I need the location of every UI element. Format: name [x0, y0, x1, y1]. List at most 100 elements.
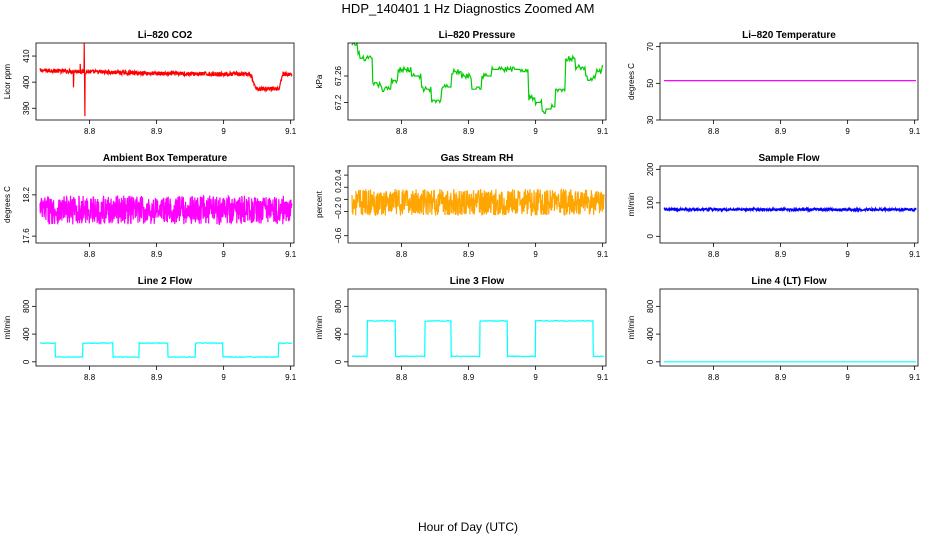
plot-frame — [35, 42, 295, 121]
y-tick-label: 400 — [334, 327, 343, 341]
data-series-line — [40, 341, 293, 359]
y-tick-label: 0 — [22, 359, 31, 364]
x-tick-label: 9 — [533, 373, 538, 382]
y-tick-label: 0 — [646, 359, 655, 364]
chart-panel: Li–820 Temperature degrees C 30 50 70 8.8 8.9 9… — [627, 30, 921, 136]
y-tick-label: 0.2 — [334, 181, 343, 193]
panel-title: Ambient Box Temperature — [103, 153, 228, 164]
y-tick-label: 0 — [334, 197, 343, 202]
x-tick-label: 8.8 — [708, 373, 720, 382]
data-series-line — [351, 43, 604, 114]
x-tick-label: 9 — [845, 250, 850, 259]
y-tick-label: 400 — [22, 327, 31, 341]
chart-panel: Sample Flow ml/min 0 100 200 8.8 8.9 9 9.1 — [627, 153, 921, 259]
x-tick-label: 9.1 — [285, 373, 297, 382]
panel-title: Line 3 Flow — [450, 276, 505, 287]
x-tick-label: 8.9 — [775, 373, 787, 382]
y-tick-label: 800 — [334, 299, 343, 313]
y-axis-label: ml/min — [627, 316, 636, 340]
x-tick-label: 8.8 — [708, 250, 720, 259]
panel-title: Line 2 Flow — [138, 276, 193, 287]
plot-frame — [347, 42, 607, 121]
data-series-line — [663, 205, 917, 214]
plot-frame — [347, 165, 607, 244]
x-tick-label: 9 — [533, 250, 538, 259]
x-tick-label: 8.9 — [151, 373, 163, 382]
y-tick-label: 800 — [646, 299, 655, 313]
y-tick-label: 70 — [646, 42, 655, 51]
data-series-line — [39, 43, 293, 117]
x-tick-label: 9 — [221, 373, 226, 382]
x-tick-label: 9 — [845, 127, 850, 136]
y-tick-label: 50 — [646, 78, 655, 87]
panel-title: Gas Stream RH — [441, 153, 514, 164]
data-series-line — [351, 187, 605, 217]
chart-panel: Line 4 (LT) Flow ml/min 0 400 800 8.8 8.9 9 9.1 — [627, 276, 921, 382]
y-tick-label: 18.2 — [22, 187, 31, 203]
panel-title: Line 4 (LT) Flow — [751, 276, 827, 287]
y-axis-label: percent — [315, 190, 324, 217]
y-axis-label: degrees C — [3, 186, 12, 223]
x-tick-label: 9.1 — [597, 127, 609, 136]
chart-panel: Line 3 Flow ml/min 0 400 800 8.8 8.9 9 9.1 — [315, 276, 609, 382]
x-tick-label: 9 — [533, 127, 538, 136]
x-tick-label: 9 — [221, 250, 226, 259]
x-tick-label: 8.8 — [396, 373, 408, 382]
y-tick-label: 400 — [646, 327, 655, 341]
x-tick-label: 9.1 — [597, 250, 609, 259]
figure-x-axis-label: Hour of Day (UTC) — [418, 520, 518, 534]
plot-frame — [347, 288, 607, 367]
y-tick-label: 200 — [646, 162, 655, 176]
x-tick-label: 8.8 — [84, 373, 96, 382]
data-series-line — [39, 194, 293, 226]
chart-panel: Li–820 CO2 Licor ppm 390 400 410 8.8 8.9 9 9.1 — [3, 30, 297, 136]
chart-panel: Gas Stream RH percent −0.6 −0.20 0.20.4 8.8 8.… — [315, 153, 609, 259]
y-tick-label: 30 — [646, 115, 655, 124]
x-tick-label: 8.8 — [396, 127, 408, 136]
plot-frame — [659, 165, 919, 244]
x-tick-label: 9 — [845, 373, 850, 382]
plot-frame — [35, 165, 295, 244]
panel-title: Li–820 CO2 — [138, 30, 193, 41]
x-tick-label: 9.1 — [285, 250, 297, 259]
plot-frame — [659, 42, 919, 121]
x-tick-label: 8.9 — [463, 250, 475, 259]
y-axis-label: degrees C — [627, 63, 636, 100]
x-tick-label: 8.9 — [463, 373, 475, 382]
y-tick-label: 100 — [646, 196, 655, 210]
x-tick-label: 8.9 — [775, 127, 787, 136]
panel-title: Sample Flow — [758, 153, 819, 164]
x-tick-label: 8.8 — [84, 250, 96, 259]
chart-panel: Line 2 Flow ml/min 0 400 800 8.8 8.9 9 9.1 — [3, 276, 297, 382]
y-tick-label: 67.2 — [334, 94, 343, 110]
plot-frame — [659, 288, 919, 367]
figure-title: HDP_140401 1 Hz Diagnostics Zoomed AM — [342, 1, 595, 16]
x-tick-label: 8.9 — [775, 250, 787, 259]
x-tick-label: 8.9 — [463, 127, 475, 136]
y-axis-label: ml/min — [3, 316, 12, 340]
y-tick-label: 800 — [22, 299, 31, 313]
x-tick-label: 9 — [221, 127, 226, 136]
y-tick-label: 0.4 — [334, 169, 343, 181]
y-tick-label: 67.26 — [334, 65, 343, 86]
x-tick-label: 8.9 — [151, 127, 163, 136]
x-tick-label: 9.1 — [597, 373, 609, 382]
x-tick-label: 9.1 — [909, 127, 921, 136]
y-tick-label: 17.6 — [22, 228, 31, 244]
y-axis-label: ml/min — [315, 316, 324, 340]
panel-title: Li–820 Temperature — [742, 30, 836, 41]
x-tick-label: 9.1 — [285, 127, 297, 136]
y-tick-label: 0 — [334, 359, 343, 364]
x-tick-label: 8.8 — [396, 250, 408, 259]
x-tick-label: 9.1 — [909, 373, 921, 382]
y-tick-label: 410 — [22, 49, 31, 63]
y-tick-label: 400 — [22, 75, 31, 89]
y-axis-label: Licor ppm — [3, 64, 12, 99]
panel-title: Li–820 Pressure — [439, 30, 516, 41]
x-tick-label: 8.9 — [151, 250, 163, 259]
y-tick-label: 0 — [646, 234, 655, 239]
y-tick-label: 390 — [22, 101, 31, 115]
